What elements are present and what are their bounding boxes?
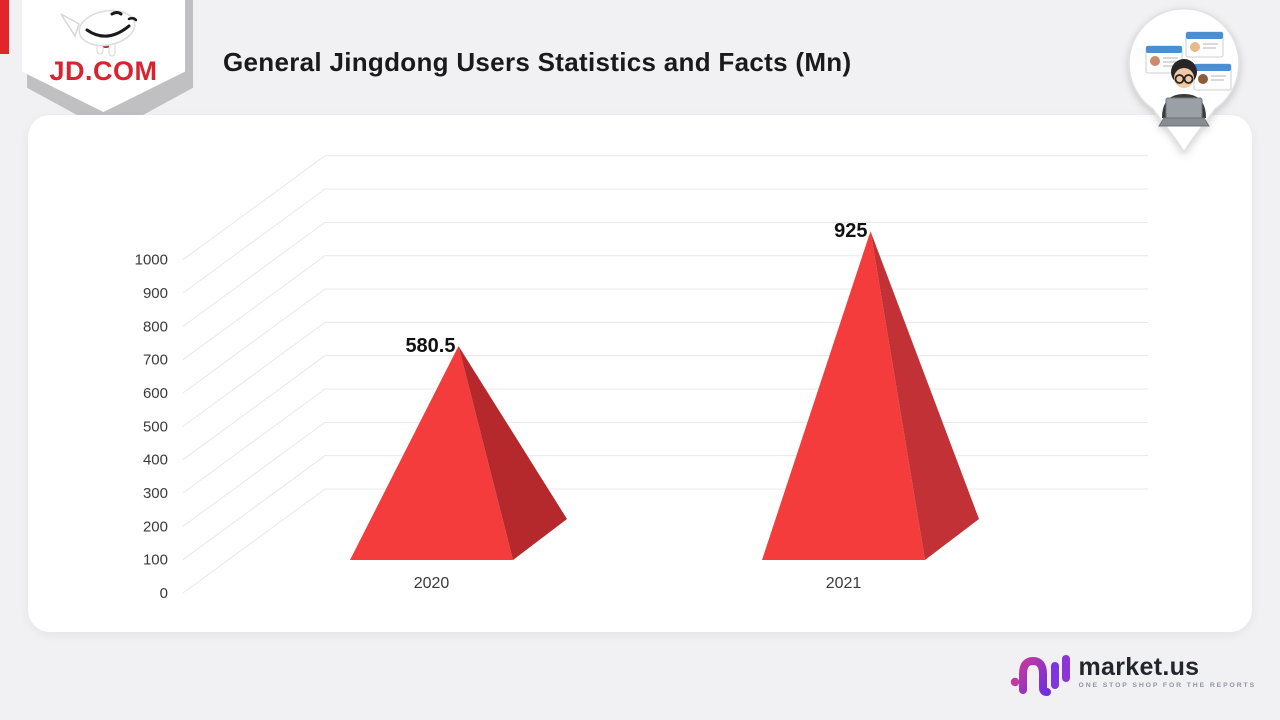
gridline	[182, 488, 1148, 594]
y-axis-tick-label: 200	[143, 518, 168, 535]
y-axis-tick-label: 400	[143, 452, 168, 469]
ribbon-fold-accent	[0, 0, 9, 54]
y-axis-tick-label: 900	[143, 285, 168, 302]
y-axis-tick-label: 0	[160, 585, 168, 602]
y-axis-tick-label: 700	[143, 352, 168, 369]
chart-card: 0 100 200 300 400 500 600 700 800 900 1000 580.5 925…	[28, 115, 1252, 632]
gridline	[182, 388, 1148, 494]
page-title: General Jingdong Users Statistics and Fa…	[223, 47, 852, 77]
profile-card-icon	[1185, 31, 1224, 58]
market-us-logo	[1010, 655, 1070, 696]
x-axis-category-label: 2020	[414, 575, 450, 592]
gridline	[182, 255, 1148, 361]
pyramid-front-face	[350, 346, 513, 560]
pyramid-bar: 580.5	[350, 335, 567, 560]
pyramid-side-face	[870, 231, 979, 560]
gridline	[182, 221, 1148, 327]
y-axis-tick-label: 500	[143, 418, 168, 435]
x-axis-category-label: 2021	[826, 575, 862, 592]
value-label: 925	[834, 220, 867, 242]
market-us-brand: market.us ONE STOP SHOP FOR THE REPORTS	[1009, 648, 1256, 696]
jd-joy-dog-icon	[59, 9, 137, 57]
y-axis-tick-label: 800	[143, 318, 168, 335]
gridline	[182, 155, 1148, 261]
jd-logo-text: JD.COM	[49, 56, 158, 86]
person-with-laptop-icon	[1158, 59, 1210, 127]
pyramid-front-face	[762, 231, 925, 560]
brand-name: market.us	[1078, 653, 1200, 681]
brand-tagline: ONE STOP SHOP FOR THE REPORTS	[1078, 682, 1256, 689]
pyramid-bar: 925	[762, 220, 979, 560]
gridline	[182, 321, 1148, 427]
profile-card-icon	[1193, 63, 1232, 91]
y-axis-tick-label: 1000	[135, 252, 168, 269]
y-axis-tick-label: 600	[143, 385, 168, 402]
value-label: 580.5	[405, 335, 455, 357]
y-axis-tick-label: 300	[143, 485, 168, 502]
pyramid-bar-chart: 0 100 200 300 400 500 600 700 800 900 1000 580.5 925…	[135, 155, 1148, 602]
gridline	[182, 288, 1148, 394]
gridline	[182, 188, 1148, 294]
gridline	[182, 355, 1148, 461]
pyramid-side-face	[458, 346, 567, 560]
jd-logo-ribbon: JD.COM	[22, 0, 185, 112]
y-axis-tick-label: 100	[143, 552, 168, 569]
gridline	[182, 421, 1148, 527]
people-profiles-pin-icon	[1128, 7, 1240, 154]
gridline	[182, 455, 1148, 561]
